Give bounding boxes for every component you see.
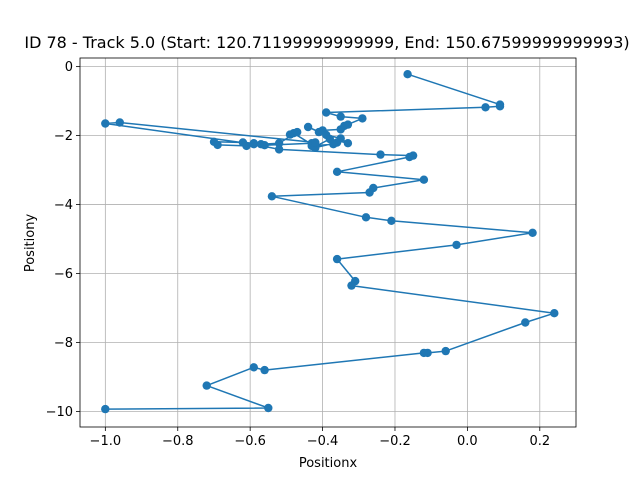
y-tick-label: −2 bbox=[54, 129, 73, 144]
data-point bbox=[303, 122, 313, 132]
x-tick-label: 0.2 bbox=[529, 434, 550, 449]
data-point bbox=[267, 192, 277, 201]
y-axis-label: Positiony bbox=[23, 214, 38, 273]
y-axis: 0 −2 −4 −6 −8 −10 bbox=[46, 60, 80, 420]
data-point bbox=[376, 150, 385, 159]
series-line bbox=[104, 73, 556, 410]
data-point bbox=[528, 228, 537, 237]
data-point bbox=[242, 141, 251, 151]
data-point bbox=[101, 119, 110, 128]
series-layer bbox=[101, 70, 559, 414]
plot-frame bbox=[79, 57, 577, 428]
x-tick-label: −1.0 bbox=[90, 434, 122, 449]
x-axis: −1.0 −0.8 −0.6 −0.4 −0.2 0.0 0.2 bbox=[90, 427, 550, 449]
data-point bbox=[285, 130, 295, 139]
y-tick-label: 0 bbox=[65, 60, 73, 75]
data-point bbox=[274, 145, 284, 154]
data-point bbox=[293, 127, 302, 137]
data-point bbox=[311, 138, 320, 147]
data-point bbox=[332, 254, 342, 264]
data-point bbox=[249, 363, 258, 372]
data-point bbox=[336, 112, 345, 121]
data-point bbox=[481, 103, 490, 112]
x-tick-label: −0.4 bbox=[307, 434, 339, 449]
data-point bbox=[213, 140, 222, 150]
data-point bbox=[322, 108, 331, 117]
x-tick-label: −0.8 bbox=[162, 434, 194, 449]
x-tick-label: 0.0 bbox=[457, 434, 478, 449]
y-tick-label: −8 bbox=[54, 336, 73, 351]
data-point bbox=[405, 152, 414, 162]
data-point bbox=[365, 188, 374, 197]
data-point bbox=[441, 346, 450, 356]
data-point bbox=[358, 114, 367, 123]
data-point bbox=[249, 140, 258, 149]
y-tick-label: −6 bbox=[54, 267, 73, 282]
data-point bbox=[260, 141, 269, 150]
data-point bbox=[332, 167, 342, 176]
data-point bbox=[495, 102, 505, 111]
data-point bbox=[419, 348, 429, 358]
x-axis-label: Positionx bbox=[299, 456, 358, 471]
data-point bbox=[101, 404, 110, 414]
data-point bbox=[347, 281, 356, 290]
data-point bbox=[387, 216, 396, 225]
data-point bbox=[274, 139, 284, 148]
data-point bbox=[264, 403, 273, 413]
data-point bbox=[202, 381, 211, 390]
data-point bbox=[343, 139, 353, 148]
data-point bbox=[419, 175, 429, 184]
data-point bbox=[115, 118, 125, 127]
data-point bbox=[452, 240, 461, 250]
data-point bbox=[336, 125, 345, 134]
data-point bbox=[550, 309, 559, 318]
data-point bbox=[314, 127, 324, 137]
y-tick-label: −4 bbox=[54, 198, 73, 213]
data-point bbox=[361, 213, 371, 222]
chart-title: ID 78 - Track 5.0 (Start: 120.7119999999… bbox=[24, 33, 629, 52]
data-point bbox=[343, 120, 353, 129]
data-point bbox=[521, 318, 530, 327]
y-tick-label: −10 bbox=[46, 405, 73, 420]
data-point bbox=[329, 140, 338, 149]
x-tick-label: −0.2 bbox=[379, 434, 411, 449]
x-tick-label: −0.6 bbox=[234, 434, 266, 449]
data-point bbox=[403, 70, 412, 79]
data-point bbox=[260, 365, 269, 375]
